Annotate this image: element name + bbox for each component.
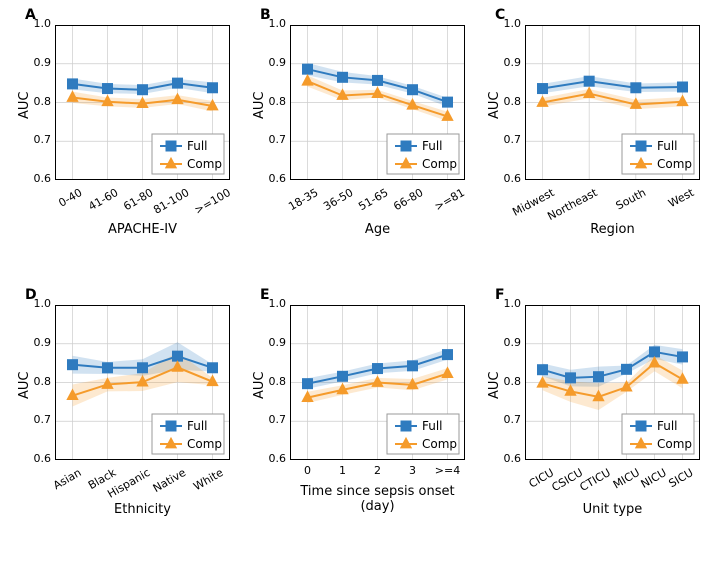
xtick-label: MICU (610, 466, 641, 491)
y-axis-label: AUC (487, 91, 502, 119)
ytick-label: 1.0 (25, 297, 51, 310)
panel-D: Full Comp (55, 305, 230, 460)
x-axis-label: Age (290, 222, 465, 237)
legend-label-full: Full (187, 139, 208, 153)
panel-D-svg: Full Comp (55, 305, 230, 460)
ytick-label: 1.0 (495, 17, 521, 30)
figure-root: FullCompA0.60.70.80.91.0AUC0-4041-6061-8… (0, 0, 708, 572)
xtick-label: 3 (398, 464, 428, 477)
ytick-label: 0.7 (25, 133, 51, 146)
ytick-label: 0.7 (260, 133, 286, 146)
panel-F: Full Comp (525, 305, 700, 460)
ytick-label: 0.9 (25, 56, 51, 69)
xtick-label: 0-40 (56, 186, 84, 210)
ytick-label: 1.0 (25, 17, 51, 30)
xtick-label: 36-50 (321, 186, 355, 213)
ytick-label: 0.6 (25, 452, 51, 465)
xtick-label: >=100 (192, 186, 233, 217)
y-axis-label: AUC (487, 371, 502, 399)
xtick-label: SICU (666, 466, 695, 490)
ytick-label: 0.6 (260, 172, 286, 185)
legend-label-full: Full (187, 419, 208, 433)
ytick-label: 0.7 (25, 413, 51, 426)
ytick-label: 1.0 (260, 17, 286, 30)
ytick-label: 0.6 (495, 172, 521, 185)
y-axis-label: AUC (252, 371, 267, 399)
x-axis-label: Time since sepsis onset (day) (290, 484, 465, 514)
panel-B: Full Comp (290, 25, 465, 180)
legend-label-full: Full (422, 139, 443, 153)
ytick-label: 0.9 (495, 56, 521, 69)
panel-A: Full Comp (55, 25, 230, 180)
xtick-label: >=4 (433, 464, 463, 477)
xtick-label: 1 (328, 464, 358, 477)
ytick-label: 0.9 (260, 336, 286, 349)
xtick-label: CTICU (577, 466, 612, 494)
ytick-label: 0.7 (495, 133, 521, 146)
ytick-label: 0.9 (25, 336, 51, 349)
xtick-label: 18-35 (286, 186, 320, 213)
ytick-label: 0.6 (260, 452, 286, 465)
panel-E: Full Comp (290, 305, 465, 460)
legend-label-comp: Comp (422, 157, 457, 171)
ytick-label: 0.9 (495, 336, 521, 349)
panel-C-svg: Full Comp (525, 25, 700, 180)
legend-label-comp: Comp (187, 437, 222, 451)
legend-label-comp: Comp (422, 437, 457, 451)
x-axis-label: Region (525, 222, 700, 237)
y-axis-label: AUC (17, 91, 32, 119)
legend-label-comp: Comp (187, 157, 222, 171)
ytick-label: 1.0 (495, 297, 521, 310)
ytick-label: 0.7 (260, 413, 286, 426)
xtick-label: >=81 (432, 186, 467, 213)
xtick-label: CSICU (549, 466, 585, 494)
xtick-label: 0 (293, 464, 323, 477)
panel-C: Full Comp (525, 25, 700, 180)
xtick-label: 61-80 (121, 186, 155, 213)
x-axis-label: Unit type (525, 502, 700, 517)
y-axis-label: AUC (252, 91, 267, 119)
legend-label-comp: Comp (657, 157, 692, 171)
xtick-label: West (666, 186, 696, 210)
ytick-label: 0.7 (495, 413, 521, 426)
xtick-label: 41-60 (86, 186, 120, 213)
ytick-label: 0.6 (495, 452, 521, 465)
panel-E-svg: Full Comp (290, 305, 465, 460)
panel-A-svg: Full Comp (55, 25, 230, 180)
xtick-label: South (614, 186, 648, 212)
xtick-label: Native (150, 466, 187, 495)
legend-label-full: Full (657, 419, 678, 433)
xtick-label: 81-100 (151, 186, 191, 217)
x-axis-label: APACHE-IV (55, 222, 230, 237)
xtick-label: White (191, 466, 225, 493)
xtick-label: 66-80 (391, 186, 425, 213)
legend-label-full: Full (657, 139, 678, 153)
xtick-label: 2 (363, 464, 393, 477)
ytick-label: 1.0 (260, 297, 286, 310)
xtick-label: NICU (638, 466, 668, 491)
xtick-label: Asian (51, 466, 84, 492)
xtick-label: 51-65 (356, 186, 390, 213)
x-axis-label: Ethnicity (55, 502, 230, 517)
panel-F-svg: Full Comp (525, 305, 700, 460)
y-axis-label: AUC (17, 371, 32, 399)
legend-label-full: Full (422, 419, 443, 433)
ytick-label: 0.9 (260, 56, 286, 69)
panel-B-svg: Full Comp (290, 25, 465, 180)
ytick-label: 0.6 (25, 172, 51, 185)
legend-label-comp: Comp (657, 437, 692, 451)
